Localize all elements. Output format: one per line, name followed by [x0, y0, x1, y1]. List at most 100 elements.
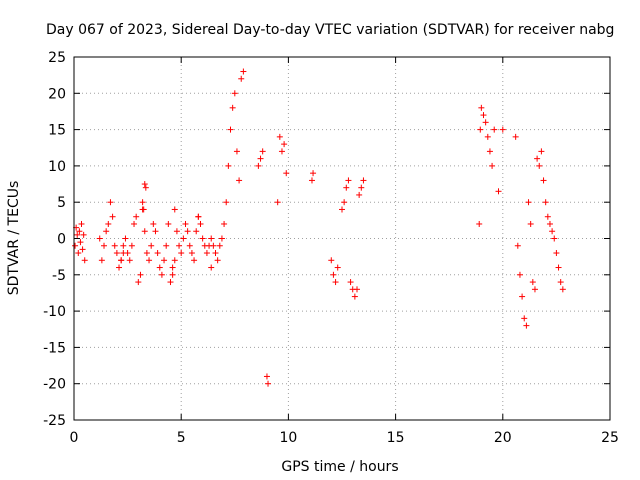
- data-point: [212, 250, 219, 257]
- x-axis-label: GPS time / hours: [281, 459, 398, 475]
- data-point: [131, 220, 138, 227]
- data-point: [278, 148, 285, 155]
- data-point: [135, 279, 142, 286]
- data-point: [559, 286, 566, 293]
- data-point: [351, 293, 358, 300]
- data-point: [360, 177, 367, 184]
- data-point: [233, 148, 240, 155]
- data-point: [140, 206, 147, 213]
- y-tick-label: -25: [43, 413, 66, 429]
- data-point: [197, 220, 204, 227]
- data-point: [512, 133, 519, 140]
- data-point: [332, 279, 339, 286]
- data-point: [126, 257, 133, 264]
- data-points: [72, 68, 566, 387]
- data-point: [265, 380, 272, 387]
- data-point: [163, 242, 170, 249]
- data-point: [529, 279, 536, 286]
- data-point: [257, 155, 264, 162]
- data-point: [276, 133, 283, 140]
- data-point: [203, 250, 210, 257]
- plot-frame: [73, 56, 611, 421]
- data-point: [210, 242, 217, 249]
- data-point: [229, 104, 236, 111]
- y-tick-label: 0: [57, 232, 66, 248]
- data-point: [180, 235, 187, 242]
- data-point: [79, 246, 86, 253]
- y-tick-label: -15: [43, 340, 66, 356]
- data-point: [477, 126, 484, 133]
- y-tick-label: 10: [48, 159, 66, 175]
- data-point: [555, 264, 562, 271]
- y-tick-label: -20: [43, 377, 66, 393]
- data-point: [103, 228, 110, 235]
- y-tick-label: -10: [43, 304, 66, 320]
- data-point: [227, 126, 234, 133]
- data-point: [236, 177, 243, 184]
- data-point: [178, 250, 185, 257]
- data-point: [345, 177, 352, 184]
- data-point: [96, 235, 103, 242]
- data-point: [148, 242, 155, 249]
- data-point: [557, 279, 564, 286]
- data-point: [354, 286, 361, 293]
- data-point: [169, 264, 176, 271]
- data-point: [208, 264, 215, 271]
- y-tick-label: 5: [57, 195, 66, 211]
- data-point: [489, 162, 496, 169]
- data-point: [139, 199, 146, 206]
- data-point: [263, 373, 270, 380]
- data-point: [223, 199, 230, 206]
- data-point: [199, 235, 206, 242]
- data-point: [328, 257, 335, 264]
- data-point: [534, 155, 541, 162]
- data-point: [81, 257, 88, 264]
- data-point: [169, 271, 176, 278]
- data-point: [171, 257, 178, 264]
- data-point: [525, 199, 532, 206]
- data-point: [195, 213, 202, 220]
- data-point: [538, 148, 545, 155]
- data-point: [523, 322, 530, 329]
- data-point: [184, 228, 191, 235]
- data-point: [150, 220, 157, 227]
- data-point: [499, 126, 506, 133]
- y-tick-label: -5: [52, 268, 66, 284]
- data-point: [476, 220, 483, 227]
- data-point: [77, 239, 84, 246]
- data-point: [255, 162, 262, 169]
- data-point: [536, 162, 543, 169]
- data-point: [231, 90, 238, 97]
- data-point: [182, 220, 189, 227]
- data-point: [154, 250, 161, 257]
- chart-title: Day 067 of 2023, Sidereal Day-to-day VTE…: [46, 22, 614, 38]
- data-point: [128, 242, 135, 249]
- data-point: [214, 257, 221, 264]
- data-point: [482, 119, 489, 126]
- data-point: [491, 126, 498, 133]
- data-point: [486, 148, 493, 155]
- data-point: [310, 170, 317, 177]
- data-point: [80, 231, 87, 238]
- data-point: [495, 188, 502, 195]
- data-point: [478, 104, 485, 111]
- y-tick-label: 20: [48, 86, 66, 102]
- data-point: [544, 213, 551, 220]
- x-tick-label: 15: [387, 430, 405, 446]
- data-point: [167, 279, 174, 286]
- data-point: [238, 75, 245, 82]
- data-point: [143, 250, 150, 257]
- data-point: [484, 133, 491, 140]
- x-tick-label: 10: [279, 430, 297, 446]
- data-point: [549, 228, 556, 235]
- y-tick-label: 25: [48, 50, 66, 66]
- data-point: [521, 315, 528, 322]
- data-point: [173, 228, 180, 235]
- y-axis-ticks: -25 -20 -15 -10 -5 0 5 10 15 20 25: [43, 50, 610, 429]
- data-point: [225, 162, 232, 169]
- data-point: [358, 184, 365, 191]
- y-tick-label: 15: [48, 123, 66, 139]
- data-point: [74, 231, 81, 238]
- data-point: [347, 279, 354, 286]
